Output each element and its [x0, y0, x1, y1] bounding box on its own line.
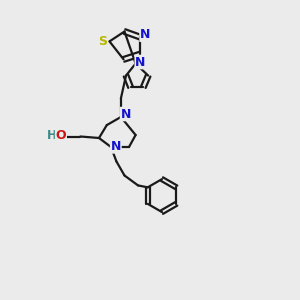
Text: N: N [121, 107, 131, 121]
Text: N: N [140, 28, 150, 41]
Text: H: H [46, 129, 56, 142]
Text: N: N [135, 56, 146, 69]
Text: S: S [98, 35, 107, 48]
Text: O: O [56, 129, 66, 142]
Text: N: N [111, 140, 121, 153]
